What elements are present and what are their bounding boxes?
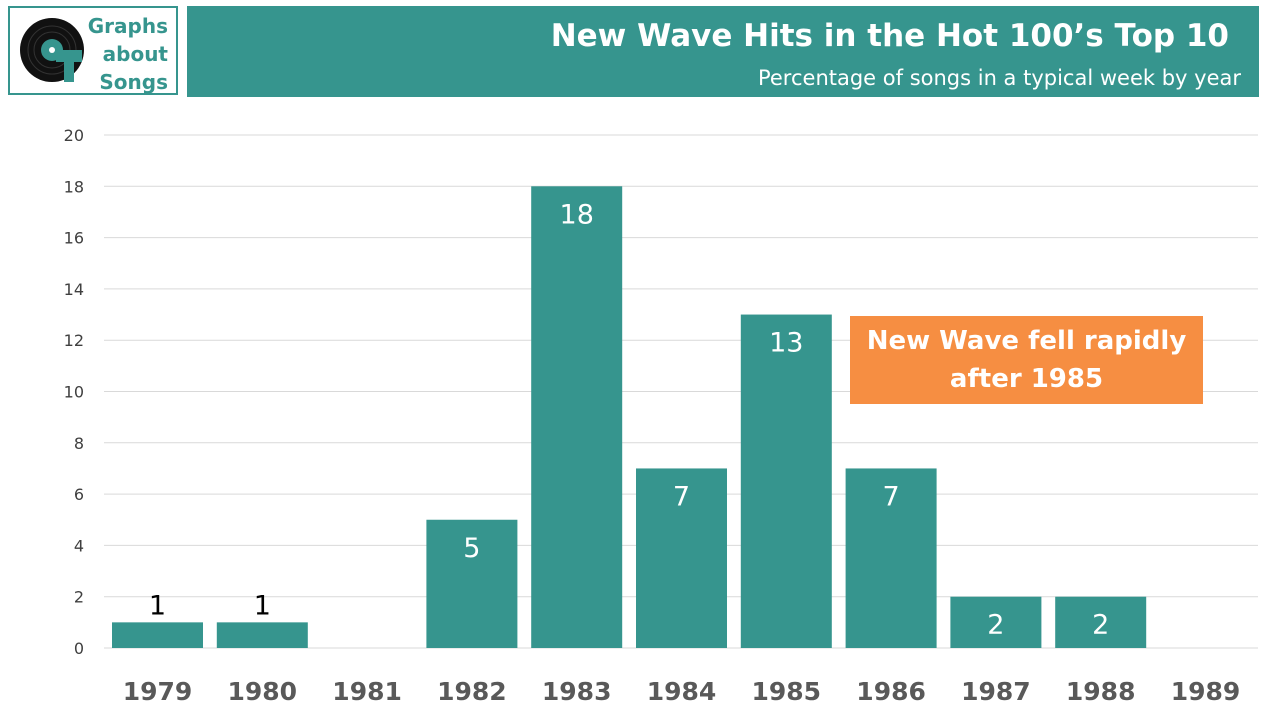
x-category-label: 1983 [542,677,612,706]
data-label: 1 [254,590,271,621]
y-tick-label: 16 [64,229,84,248]
chart-title: New Wave Hits in the Hot 100’s Top 10 [550,18,1229,54]
bar [1055,596,1147,648]
bar [636,468,727,648]
bar [216,622,308,648]
y-tick-label: 12 [64,331,84,350]
data-label: 2 [1092,610,1109,641]
logo-text: Graphs about Songs [88,12,168,96]
x-category-label: 1989 [1171,677,1241,706]
y-tick-label: 2 [74,588,84,607]
y-tick-label: 14 [64,280,84,299]
data-label: 1 [149,590,166,621]
y-tick-label: 18 [64,177,84,196]
bar [845,468,937,648]
bar [426,519,518,648]
y-tick-label: 4 [74,536,84,555]
y-tick-label: 20 [64,126,84,145]
logo-line: Songs [99,70,168,94]
vinyl-record-icon [20,18,84,82]
y-tick-label: 0 [74,639,84,658]
header-band: New Wave Hits in the Hot 100’s Top 10 Pe… [187,6,1259,97]
annotation-callout: New Wave fell rapidly after 1985 [850,316,1203,404]
x-category-label: 1985 [752,677,822,706]
logo: Graphs about Songs [8,6,178,95]
logo-line: Graphs [87,14,168,38]
data-label: 13 [769,328,803,359]
x-category-label: 1984 [647,677,717,706]
bar [740,314,832,648]
y-tick-label: 8 [74,434,84,453]
x-category-label: 1986 [856,677,926,706]
annotation-line: New Wave fell rapidly [866,326,1187,356]
y-tick-label: 10 [64,383,84,402]
x-category-label: 1988 [1066,677,1136,706]
x-category-label: 1982 [437,677,507,706]
logo-line: about [102,42,168,66]
x-category-label: 1987 [961,677,1031,706]
data-label: 2 [987,610,1004,641]
y-tick-label: 6 [74,485,84,504]
annotation-line: after 1985 [949,364,1104,394]
data-label: 18 [560,199,594,230]
x-category-label: 1981 [332,677,402,706]
bar [531,186,623,649]
bar [112,622,203,648]
data-label: 7 [673,481,690,512]
x-category-label: 1980 [228,677,298,706]
data-label: 7 [883,481,900,512]
chart-subtitle: Percentage of songs in a typical week by… [757,66,1241,90]
bar [950,596,1042,648]
data-label: 5 [463,533,480,564]
x-category-label: 1979 [123,677,193,706]
